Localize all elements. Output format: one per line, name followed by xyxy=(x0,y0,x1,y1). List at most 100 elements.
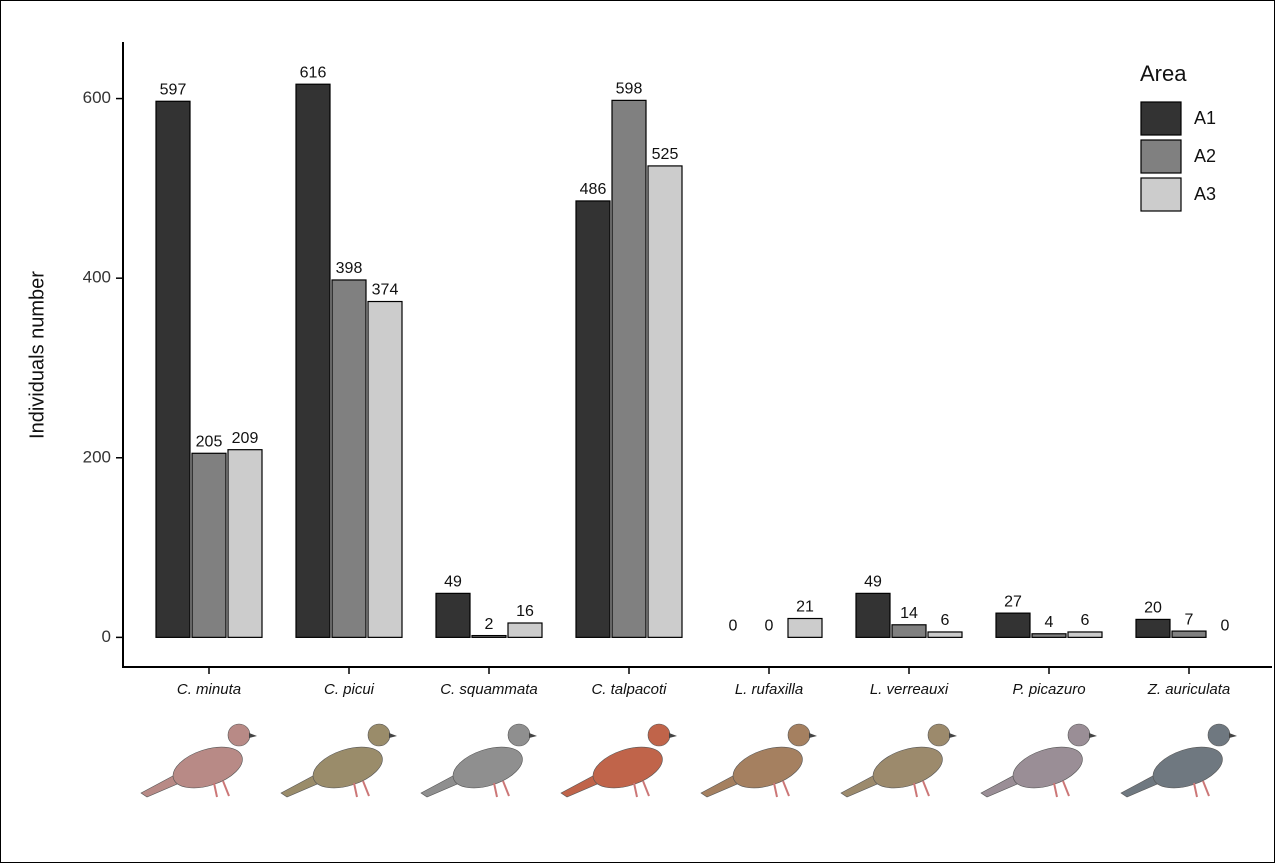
bird-leg xyxy=(774,783,777,797)
bird-body xyxy=(588,739,668,795)
value-label: 597 xyxy=(160,81,187,98)
bar xyxy=(1068,632,1102,637)
x-tick-label: L. verreauxi xyxy=(870,681,949,698)
bird-head xyxy=(1208,724,1230,746)
bar xyxy=(576,201,610,637)
bird-head xyxy=(228,724,250,746)
bar xyxy=(436,593,470,637)
x-tick-label: C. picui xyxy=(324,681,375,698)
bird-illustration xyxy=(141,724,257,797)
bar xyxy=(648,166,682,637)
bird-beak xyxy=(389,733,397,738)
bar xyxy=(228,450,262,638)
value-label: 598 xyxy=(616,81,643,98)
bird-head xyxy=(508,724,530,746)
legend-key xyxy=(1141,140,1181,173)
value-label: 374 xyxy=(372,282,399,299)
bird-illustration xyxy=(421,724,537,797)
value-label: 486 xyxy=(580,181,607,198)
value-label: 398 xyxy=(336,260,363,277)
value-label: 525 xyxy=(652,146,679,163)
bar xyxy=(332,280,366,637)
bar xyxy=(1136,619,1170,637)
y-tick-label: 400 xyxy=(83,268,111,287)
bird-leg xyxy=(783,781,789,796)
y-axis-label: Individuals number xyxy=(26,271,48,439)
bird-body xyxy=(728,739,808,795)
bird-body xyxy=(868,739,948,795)
bird-body xyxy=(448,739,528,795)
bar xyxy=(156,101,190,637)
bird-illustration xyxy=(701,724,817,797)
bar xyxy=(192,453,226,637)
value-label: 6 xyxy=(1081,612,1090,629)
bird-head xyxy=(368,724,390,746)
bird-leg xyxy=(494,783,497,797)
legend-key xyxy=(1141,178,1181,211)
bird-leg xyxy=(914,783,917,797)
bird-body xyxy=(1008,739,1088,795)
bird-leg xyxy=(223,781,229,796)
value-label: 49 xyxy=(864,574,882,591)
x-tick-label: P. picazuro xyxy=(1012,681,1085,698)
bird-leg xyxy=(363,781,369,796)
value-label: 7 xyxy=(1185,611,1194,628)
bird-illustration xyxy=(1121,724,1237,797)
value-label: 6 xyxy=(941,612,950,629)
legend-label: A1 xyxy=(1194,108,1216,128)
bird-illustration xyxy=(561,724,677,797)
y-tick-label: 600 xyxy=(83,88,111,107)
value-label: 21 xyxy=(796,599,814,616)
value-label: 27 xyxy=(1004,593,1022,610)
value-label: 209 xyxy=(232,430,259,447)
bar xyxy=(788,619,822,638)
bar xyxy=(996,613,1030,637)
bird-head xyxy=(1068,724,1090,746)
y-tick-label: 200 xyxy=(83,447,111,466)
bird-head xyxy=(648,724,670,746)
bird-beak xyxy=(949,733,957,738)
value-label: 4 xyxy=(1045,614,1054,631)
bird-leg xyxy=(634,783,637,797)
bird-illustration xyxy=(981,724,1097,797)
value-label: 205 xyxy=(196,433,223,450)
bar xyxy=(472,636,506,638)
bird-leg xyxy=(923,781,929,796)
bird-leg xyxy=(1054,783,1057,797)
bird-body xyxy=(1148,739,1228,795)
x-tick-label: C. talpacoti xyxy=(591,681,667,698)
bird-leg xyxy=(214,783,217,797)
bar xyxy=(1172,631,1206,637)
bird-illustration xyxy=(281,724,397,797)
value-label: 16 xyxy=(516,603,534,620)
bar xyxy=(296,84,330,637)
bar xyxy=(928,632,962,637)
bird-body xyxy=(308,739,388,795)
bird-leg xyxy=(1063,781,1069,796)
legend-label: A3 xyxy=(1194,184,1216,204)
bird-body xyxy=(168,739,248,795)
chart: Individuals number Area 0200400600C. min… xyxy=(0,0,1275,863)
y-tick-label: 0 xyxy=(102,627,111,646)
value-label: 20 xyxy=(1144,600,1162,617)
bird-beak xyxy=(669,733,677,738)
bird-head xyxy=(928,724,950,746)
bird-leg xyxy=(643,781,649,796)
x-tick-label: C. squammata xyxy=(440,681,538,698)
bird-beak xyxy=(809,733,817,738)
bar xyxy=(612,100,646,637)
bar xyxy=(1032,634,1066,638)
value-label: 0 xyxy=(729,618,738,635)
value-label: 0 xyxy=(765,618,774,635)
x-tick-label: Z. auriculata xyxy=(1147,681,1231,698)
value-label: 0 xyxy=(1221,618,1230,635)
bird-beak xyxy=(1089,733,1097,738)
value-label: 14 xyxy=(900,605,918,622)
bird-beak xyxy=(529,733,537,738)
bird-illustration xyxy=(841,724,957,797)
bird-leg xyxy=(354,783,357,797)
bar xyxy=(368,302,402,638)
bird-head xyxy=(788,724,810,746)
value-label: 616 xyxy=(300,64,327,81)
bar xyxy=(856,593,890,637)
